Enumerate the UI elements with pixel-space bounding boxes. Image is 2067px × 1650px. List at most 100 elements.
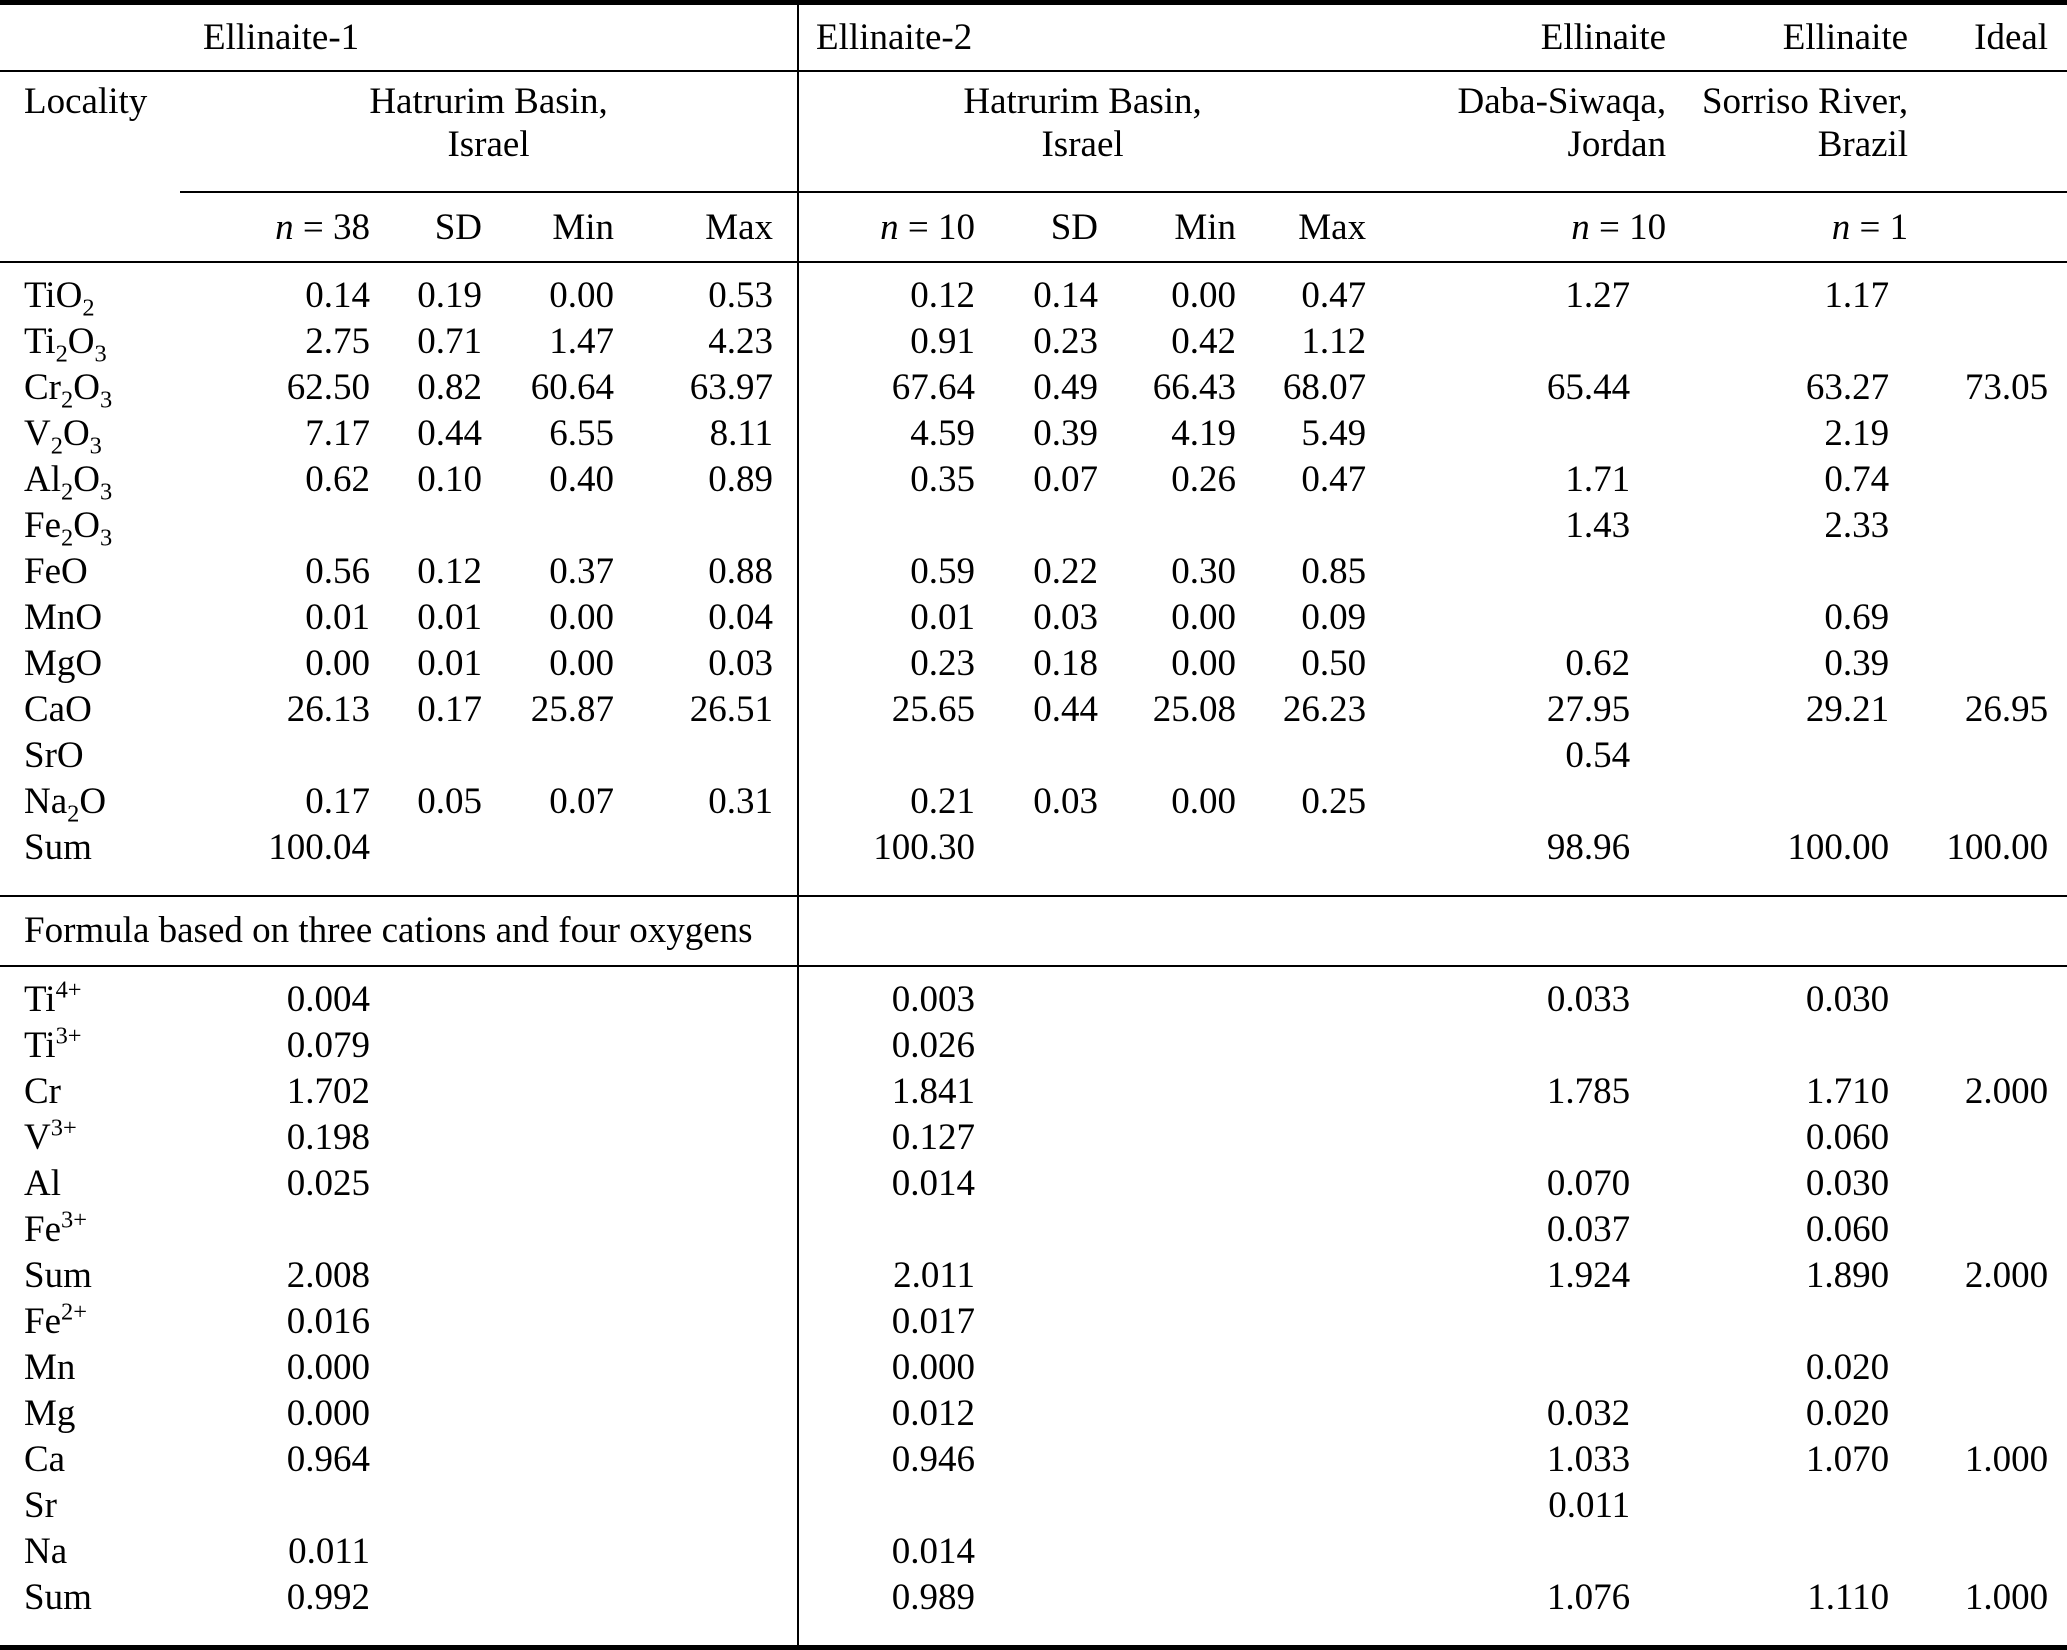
value-cell (1908, 641, 2067, 687)
table-row: Ti4+ 0.004 0.003 0.033 0.030 (0, 966, 2067, 1023)
table-row: TiO2 0.14 0.19 0.00 0.53 0.12 0.14 0.00 0.47 1.27… (0, 262, 2067, 320)
value-cell (1236, 1529, 1366, 1575)
value-cell: 0.62 (1565, 643, 1631, 684)
locality-ideal (1908, 71, 2067, 193)
col-header-min: Min (1098, 192, 1237, 263)
value-cell: 0.18 (1033, 643, 1099, 684)
value-cell: 0.30 (1171, 551, 1237, 592)
value-cell (975, 1299, 1098, 1345)
value-cell (975, 1391, 1098, 1437)
value-cell (614, 1207, 798, 1253)
group-header-ellinaite-2: Ellinaite-2 (797, 2, 1367, 72)
col-header-n10-jordan: n = 10 (1366, 192, 1667, 263)
value-cell: 4.19 (1171, 413, 1237, 454)
value-cell: 0.00 (549, 597, 614, 638)
value-cell: 0.89 (708, 459, 774, 500)
value-cell: 68.07 (1282, 367, 1367, 408)
value-cell: 4.59 (797, 411, 976, 457)
table-row: CaO 26.13 0.17 25.87 26.51 25.65 0.44 25.08 26.2… (0, 687, 2067, 733)
value-cell: 0.016 (286, 1301, 370, 1342)
table-row: Sum 100.04 100.30 98.96 100.00 100.00 (0, 825, 2067, 896)
value-cell (482, 1529, 614, 1575)
section-label: Formula based on three cations and four … (0, 895, 799, 967)
locality-group1: Hatrurim Basin, Israel (180, 71, 799, 193)
value-cell (1236, 1575, 1366, 1648)
table-row: Na2O 0.17 0.05 0.07 0.31 0.21 0.03 0.00 0.25 (0, 779, 2067, 826)
row-label: Cr (24, 1071, 61, 1112)
value-cell (1908, 411, 2067, 457)
value-cell (1908, 503, 2067, 549)
group-header-ellinaite-1: Ellinaite-1 (180, 2, 799, 72)
table-row: Cr2O3 62.50 0.82 60.64 63.97 67.64 0.49 66.43 68… (0, 365, 2067, 412)
value-cell: 0.91 (797, 319, 976, 365)
value-cell: 0.014 (797, 1161, 976, 1207)
value-cell (614, 1529, 798, 1575)
value-cell (975, 1023, 1098, 1069)
value-cell: 0.23 (797, 641, 976, 687)
table-row: Ti2O3 2.75 0.71 1.47 4.23 0.91 0.23 0.42 1.12 (0, 319, 2067, 366)
table-row: Sum 2.008 2.011 1.924 1.890 2.000 (0, 1253, 2067, 1299)
col-header-ideal-empty (1908, 192, 2067, 263)
value-cell (1366, 1299, 1666, 1345)
value-cell (1366, 1115, 1666, 1161)
value-cell (975, 1575, 1098, 1648)
value-cell: 0.62 (305, 459, 370, 500)
value-cell: 0.000 (286, 1393, 370, 1434)
value-cell: 0.19 (417, 275, 482, 316)
value-cell (370, 503, 482, 549)
value-cell (797, 503, 976, 549)
value-cell: 0.01 (305, 597, 370, 638)
value-cell (975, 1345, 1098, 1391)
value-cell: 1.27 (1565, 275, 1631, 316)
value-cell: 60.64 (530, 367, 614, 408)
value-cell: 67.64 (797, 365, 976, 411)
value-cell: 62.50 (286, 367, 370, 408)
value-cell (1666, 1299, 1908, 1345)
value-cell: 100.04 (268, 827, 370, 868)
value-cell: 0.39 (1033, 413, 1099, 454)
value-cell (975, 825, 1098, 896)
table-row: Sum 0.992 0.989 1.076 1.110 1.000 (0, 1575, 2067, 1648)
value-cell: 0.198 (286, 1117, 370, 1158)
value-cell: 0.00 (1171, 597, 1237, 638)
row-label: Sr (24, 1485, 57, 1526)
value-cell (1098, 1299, 1236, 1345)
value-cell (975, 1483, 1098, 1529)
row-label: Fe2O3 (24, 505, 113, 552)
value-cell (975, 1069, 1098, 1115)
value-cell: 1.43 (1565, 505, 1631, 546)
value-cell: 0.59 (797, 549, 976, 595)
value-cell: 0.74 (1824, 459, 1890, 500)
value-cell (482, 1069, 614, 1115)
value-cell: 0.00 (1171, 275, 1237, 316)
value-cell (1666, 1529, 1908, 1575)
value-cell: 0.44 (417, 413, 482, 454)
locality-row: Locality Hatrurim Basin, Israel Hatrurim … (0, 71, 2067, 193)
value-cell: 25.87 (530, 689, 614, 730)
col-header-n38: n = 38 (180, 192, 370, 263)
value-cell (614, 733, 798, 779)
value-cell: 66.43 (1152, 367, 1237, 408)
value-cell (1366, 1345, 1666, 1391)
value-cell (482, 1115, 614, 1161)
value-cell (1908, 549, 2067, 595)
table-row: Mn 0.000 0.000 0.020 (0, 1345, 2067, 1391)
row-label: Na (24, 1531, 68, 1572)
value-cell (482, 1391, 614, 1437)
value-cell (1236, 1299, 1366, 1345)
value-cell: 0.37 (549, 551, 614, 592)
value-cell (1236, 1069, 1366, 1115)
value-cell (1366, 779, 1666, 825)
value-cell (370, 1437, 482, 1483)
value-cell (1236, 1345, 1366, 1391)
value-cell (614, 1345, 798, 1391)
value-cell: 6.55 (549, 413, 614, 454)
value-cell: 25.65 (797, 687, 976, 733)
value-cell (1908, 1391, 2067, 1437)
value-cell (975, 966, 1098, 1023)
value-cell: 0.10 (417, 459, 482, 500)
value-cell: 0.53 (708, 275, 774, 316)
value-cell: 0.025 (286, 1163, 370, 1204)
value-cell: 0.00 (1171, 781, 1237, 822)
value-cell (482, 1483, 614, 1529)
